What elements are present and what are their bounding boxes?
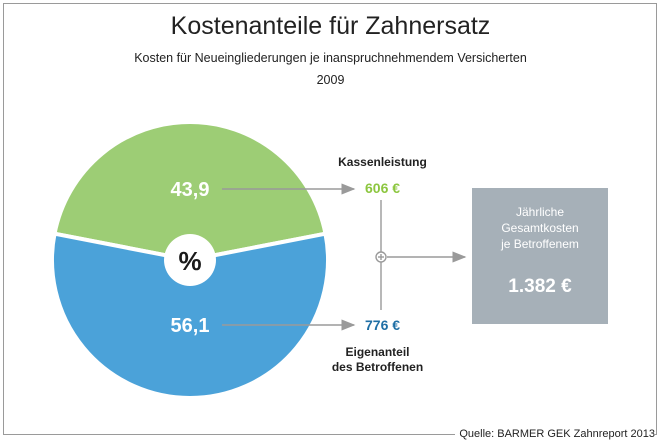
source-note: Quelle: BARMER GEK Zahnreport 2013 [455, 428, 655, 440]
slice-label-eigenanteil: 56,1 [171, 315, 210, 337]
total-caption-line2: Gesamtkosten [501, 221, 579, 235]
label-eigenanteil-line1: Eigenanteil [345, 345, 410, 359]
value-kassenleistung: 606 € [365, 180, 401, 196]
pie-slice-eigenanteil [50, 231, 330, 400]
pie-center-hole [164, 234, 216, 286]
pie-center-label: % [178, 246, 201, 276]
label-eigenanteil: Eigenanteil des Betroffenen [315, 345, 440, 375]
total-caption-line1: Jährliche [515, 205, 565, 219]
total-value: 1.382 € [508, 276, 572, 297]
total-box: Jährliche Gesamtkosten je Betroffenem 1.… [472, 188, 608, 324]
slice-label-kassenleistung: 43,9 [171, 179, 210, 201]
total-caption-line3: je Betroffenem [501, 237, 579, 251]
chart-title: Kostenanteile für Zahnersatz [170, 12, 491, 40]
pie-slice-kassenleistung [52, 120, 328, 263]
chart-subtitle: Kosten für Neueingliederungen je inanspr… [134, 51, 527, 65]
label-eigenanteil-line2: des Betroffenen [331, 360, 424, 374]
chart-year: 2009 [316, 73, 345, 87]
value-eigenanteil: 776 € [365, 317, 401, 333]
pie [50, 120, 330, 400]
label-kassenleistung: Kassenleistung [338, 155, 427, 169]
total-caption: Jährliche Gesamtkosten je Betroffenem [472, 204, 608, 252]
